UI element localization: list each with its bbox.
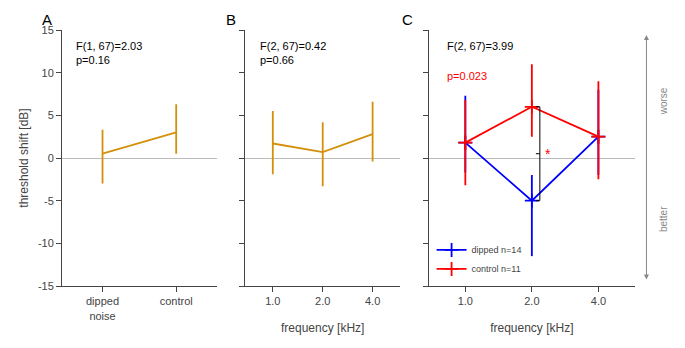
svg-text:5: 5: [48, 109, 54, 121]
svg-text:F(2, 67)=0.42p=0.66: F(2, 67)=0.42p=0.66: [260, 40, 326, 66]
svg-text:4.0: 4.0: [365, 295, 380, 307]
svg-text:*: *: [545, 146, 551, 162]
svg-text:frequency [kHz]: frequency [kHz]: [490, 321, 573, 335]
svg-text:F(1, 67)=2.03p=0.16: F(1, 67)=2.03p=0.16: [76, 40, 142, 66]
svg-text:worse: worse: [658, 87, 669, 115]
svg-text:A: A: [42, 11, 52, 28]
svg-text:better: better: [658, 206, 669, 232]
svg-text:2.0: 2.0: [524, 295, 539, 307]
svg-text:2.0: 2.0: [315, 295, 330, 307]
svg-text:-5: -5: [44, 195, 54, 207]
svg-text:10: 10: [42, 67, 54, 79]
svg-text:B: B: [226, 11, 236, 28]
svg-text:p=0.023: p=0.023: [447, 70, 487, 82]
svg-text:C: C: [402, 11, 413, 28]
svg-text:control n=11: control n=11: [472, 264, 521, 274]
svg-text:control: control: [160, 295, 193, 307]
svg-text:dippednoise: dippednoise: [86, 295, 119, 321]
svg-text:0: 0: [48, 152, 54, 164]
svg-text:-15: -15: [38, 280, 54, 292]
svg-text:1.0: 1.0: [458, 295, 473, 307]
svg-text:1.0: 1.0: [265, 295, 280, 307]
svg-text:4.0: 4.0: [591, 295, 606, 307]
svg-text:-10: -10: [38, 237, 54, 249]
svg-text:threshold shift [dB]: threshold shift [dB]: [17, 108, 31, 207]
svg-text:15: 15: [42, 24, 54, 36]
svg-text:F(2, 67)=3.99: F(2, 67)=3.99: [447, 40, 513, 52]
svg-text:dipped n=14: dipped n=14: [472, 245, 522, 255]
svg-text:frequency [kHz]: frequency [kHz]: [281, 321, 364, 335]
